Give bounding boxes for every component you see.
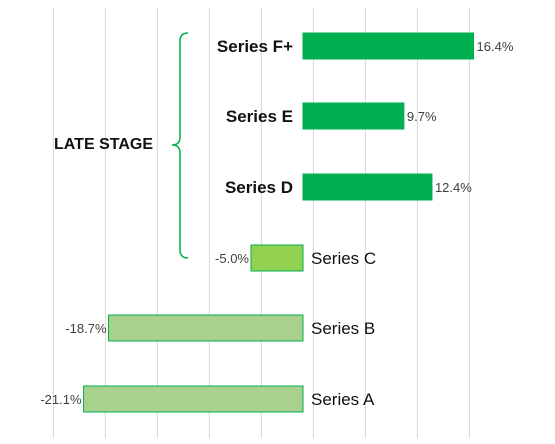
- bar: [302, 173, 433, 201]
- category-label: Series E: [226, 107, 293, 126]
- value-label: 16.4%: [477, 39, 514, 54]
- category-label: Series F+: [217, 37, 293, 56]
- value-label: -5.0%: [215, 251, 249, 266]
- gridlines: [52, 8, 470, 438]
- bar: [302, 102, 405, 130]
- value-label: -21.1%: [40, 392, 82, 407]
- labels: 16.4% Series F+ 9.7% Series E 12.4% Series D -…: [40, 37, 514, 409]
- category-label: Series A: [311, 390, 375, 409]
- value-label: 9.7%: [407, 109, 437, 124]
- value-label: -18.7%: [65, 321, 107, 336]
- value-label: 12.4%: [435, 180, 472, 195]
- category-label: Series D: [225, 178, 293, 197]
- bar: [302, 32, 475, 60]
- bar: [83, 385, 304, 413]
- late-stage-bracket: [171, 32, 189, 259]
- category-label: Series B: [311, 319, 375, 338]
- category-label: Series C: [311, 249, 376, 268]
- group-label-late-stage: LATE STAGE: [54, 136, 153, 153]
- bar: [108, 314, 304, 342]
- bar: [250, 244, 304, 272]
- bars: [83, 32, 475, 413]
